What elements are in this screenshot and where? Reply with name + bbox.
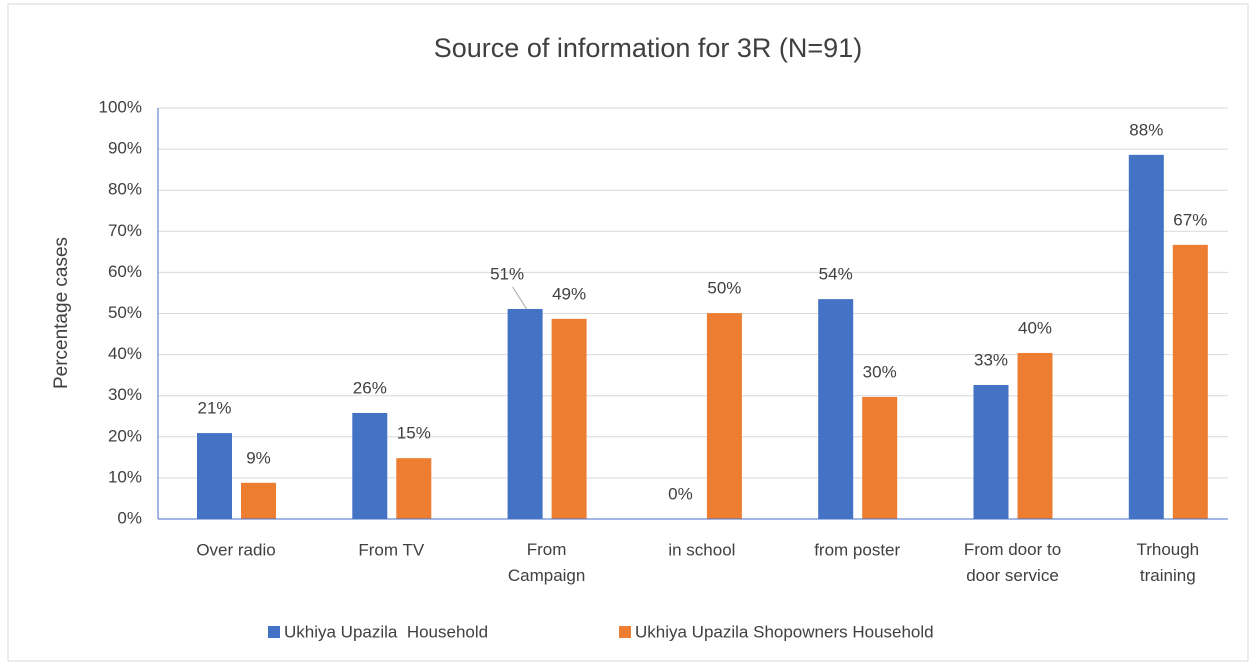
data-label: 26% <box>353 378 387 397</box>
bar <box>396 458 432 519</box>
x-tick-label: Over radio <box>196 540 275 559</box>
y-tick-label: 10% <box>108 467 142 486</box>
y-tick-label: 60% <box>108 262 142 281</box>
bar <box>706 313 742 519</box>
leader-line <box>512 286 528 310</box>
bar <box>818 299 854 519</box>
x-tick-label: in school <box>668 540 735 559</box>
y-tick-label: 100% <box>99 97 142 116</box>
data-label: 0% <box>668 484 693 503</box>
data-label: 21% <box>197 399 231 418</box>
y-tick-label: 0% <box>117 508 142 527</box>
bar <box>507 308 543 519</box>
bar <box>1017 352 1053 519</box>
x-tick-label: from poster <box>814 540 900 559</box>
bar <box>1128 154 1164 519</box>
data-label: 49% <box>552 284 586 303</box>
y-tick-label: 80% <box>108 180 142 199</box>
bar <box>973 385 1009 519</box>
x-tick-label: Trhough training <box>1136 540 1199 585</box>
data-label: 54% <box>819 265 853 284</box>
bar <box>551 318 587 519</box>
data-label: 51% <box>490 264 524 283</box>
legend-label: Ukhiya Upazila Shopowners Household <box>635 622 934 641</box>
y-tick-label: 30% <box>108 385 142 404</box>
bar <box>241 482 276 519</box>
data-label: 88% <box>1129 120 1163 139</box>
x-tick-label: From Campaign <box>508 540 586 585</box>
data-label: 33% <box>974 350 1008 369</box>
data-label: 15% <box>397 424 431 443</box>
data-label: 30% <box>863 362 897 381</box>
chart-title: Source of information for 3R (N=91) <box>434 33 862 63</box>
data-label: 9% <box>246 448 271 467</box>
y-tick-label: 20% <box>108 426 142 445</box>
data-label: 67% <box>1173 210 1207 229</box>
y-tick-label: 50% <box>108 303 142 322</box>
x-tick-label: From door to door service <box>964 540 1061 585</box>
y-axis-label: Percentage cases <box>51 237 72 389</box>
x-tick-label: From TV <box>358 540 424 559</box>
y-tick-label: 90% <box>108 139 142 158</box>
data-label: 50% <box>707 279 741 298</box>
bar <box>862 396 898 519</box>
bar <box>352 412 388 519</box>
legend-label: Ukhiya Upazila Household <box>284 622 488 641</box>
data-label: 40% <box>1018 318 1052 337</box>
bar <box>1172 244 1208 519</box>
bar <box>197 433 232 519</box>
y-tick-label: 40% <box>108 344 142 363</box>
y-tick-label: 70% <box>108 221 142 240</box>
chart-border <box>7 3 1249 662</box>
legend-swatch <box>619 626 631 638</box>
legend-swatch <box>268 626 280 638</box>
